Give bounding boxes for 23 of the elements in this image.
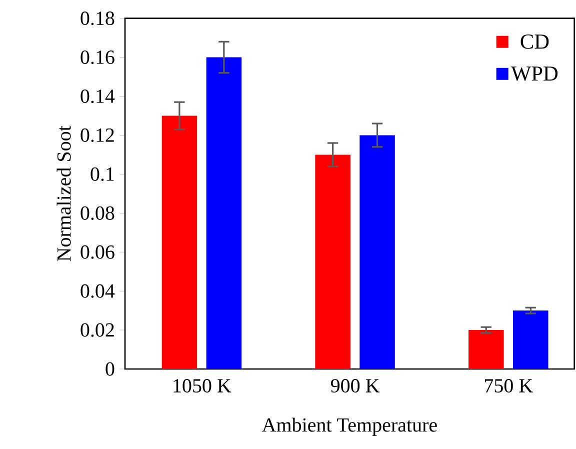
y-tick-label: 0.16 [80, 50, 114, 64]
legend-label: CD [520, 34, 549, 49]
legend-label: WPD [511, 66, 558, 81]
x-tick-label: 750 K [484, 379, 533, 393]
y-tick-label: 0 [106, 362, 114, 376]
bar [162, 116, 198, 369]
bar [512, 310, 548, 369]
x-tick-label: 900 K [330, 379, 380, 393]
y-tick-label: 0.02 [80, 323, 114, 337]
y-tick-label: 0.04 [80, 284, 115, 298]
y-tick-label: 0.08 [80, 206, 114, 220]
bar [360, 135, 395, 369]
x-tick-label: 1050 K [174, 379, 232, 393]
bar [206, 57, 242, 369]
x-axis-title: Ambient Temperature [262, 418, 437, 436]
y-tick-label: 0.1 [90, 167, 114, 181]
y-axis-title: Normalized Soot [56, 126, 71, 262]
y-tick-label: 0.06 [80, 245, 114, 259]
bar [468, 330, 504, 369]
bar [315, 154, 350, 369]
y-tick-label: 0.14 [80, 89, 115, 104]
y-tick-label: 0.18 [80, 12, 114, 26]
y-tick-label: 0.12 [80, 128, 114, 142]
